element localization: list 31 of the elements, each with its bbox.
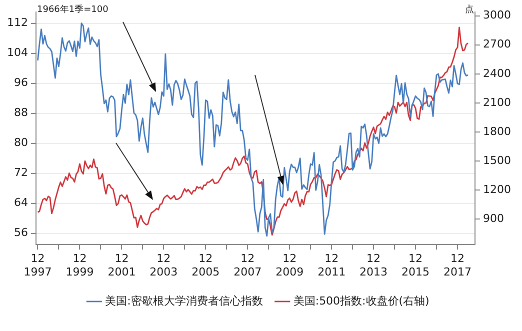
x-tick-label: 12 2013 xyxy=(360,252,388,278)
y2-tick-label: 3000 xyxy=(483,8,512,22)
legend-label: 美国:500指数:收盘价(右轴) xyxy=(293,294,430,308)
y-tick-label: 104 xyxy=(6,46,28,60)
x-tick-label: 12 1997 xyxy=(24,252,52,278)
y-tick-label: 112 xyxy=(6,16,28,30)
x-tick-label: 12 2005 xyxy=(192,252,220,278)
x-tick-label: 12 2003 xyxy=(150,252,178,278)
y2-tick-label: 2700 xyxy=(483,38,512,51)
y-tick-label: 88 xyxy=(14,106,28,120)
x-tick-label: 12 2001 xyxy=(108,252,136,278)
x-tick-label: 12 2015 xyxy=(402,252,430,278)
y2-tick-label: 900 xyxy=(483,212,504,225)
y2-tick-label: 1800 xyxy=(483,124,512,138)
y2-tick-label: 2100 xyxy=(483,96,512,109)
y-tick-label: 72 xyxy=(14,166,28,180)
y-tick-label: 96 xyxy=(14,76,28,90)
y-axis-title: 1966年1季=100 xyxy=(36,4,109,15)
y2-tick-label: 1200 xyxy=(483,182,512,196)
x-tick-label: 12 2017 xyxy=(444,252,472,278)
y-tick-label: 64 xyxy=(14,196,28,210)
y-tick-label: 80 xyxy=(14,136,28,150)
y-tick-label: 56 xyxy=(14,226,28,240)
y2-axis-title: 点 xyxy=(465,4,474,15)
x-tick-label: 12 2011 xyxy=(318,252,346,278)
x-tick-label: 12 1999 xyxy=(66,252,94,278)
x-tick-label: 12 2009 xyxy=(276,252,304,278)
y2-tick-label: 1500 xyxy=(483,154,512,167)
x-tick-label: 12 2007 xyxy=(234,252,262,278)
legend-label: 美国:密歇根大学消费者信心指数 xyxy=(105,294,263,308)
y2-tick-label: 2400 xyxy=(483,66,512,80)
